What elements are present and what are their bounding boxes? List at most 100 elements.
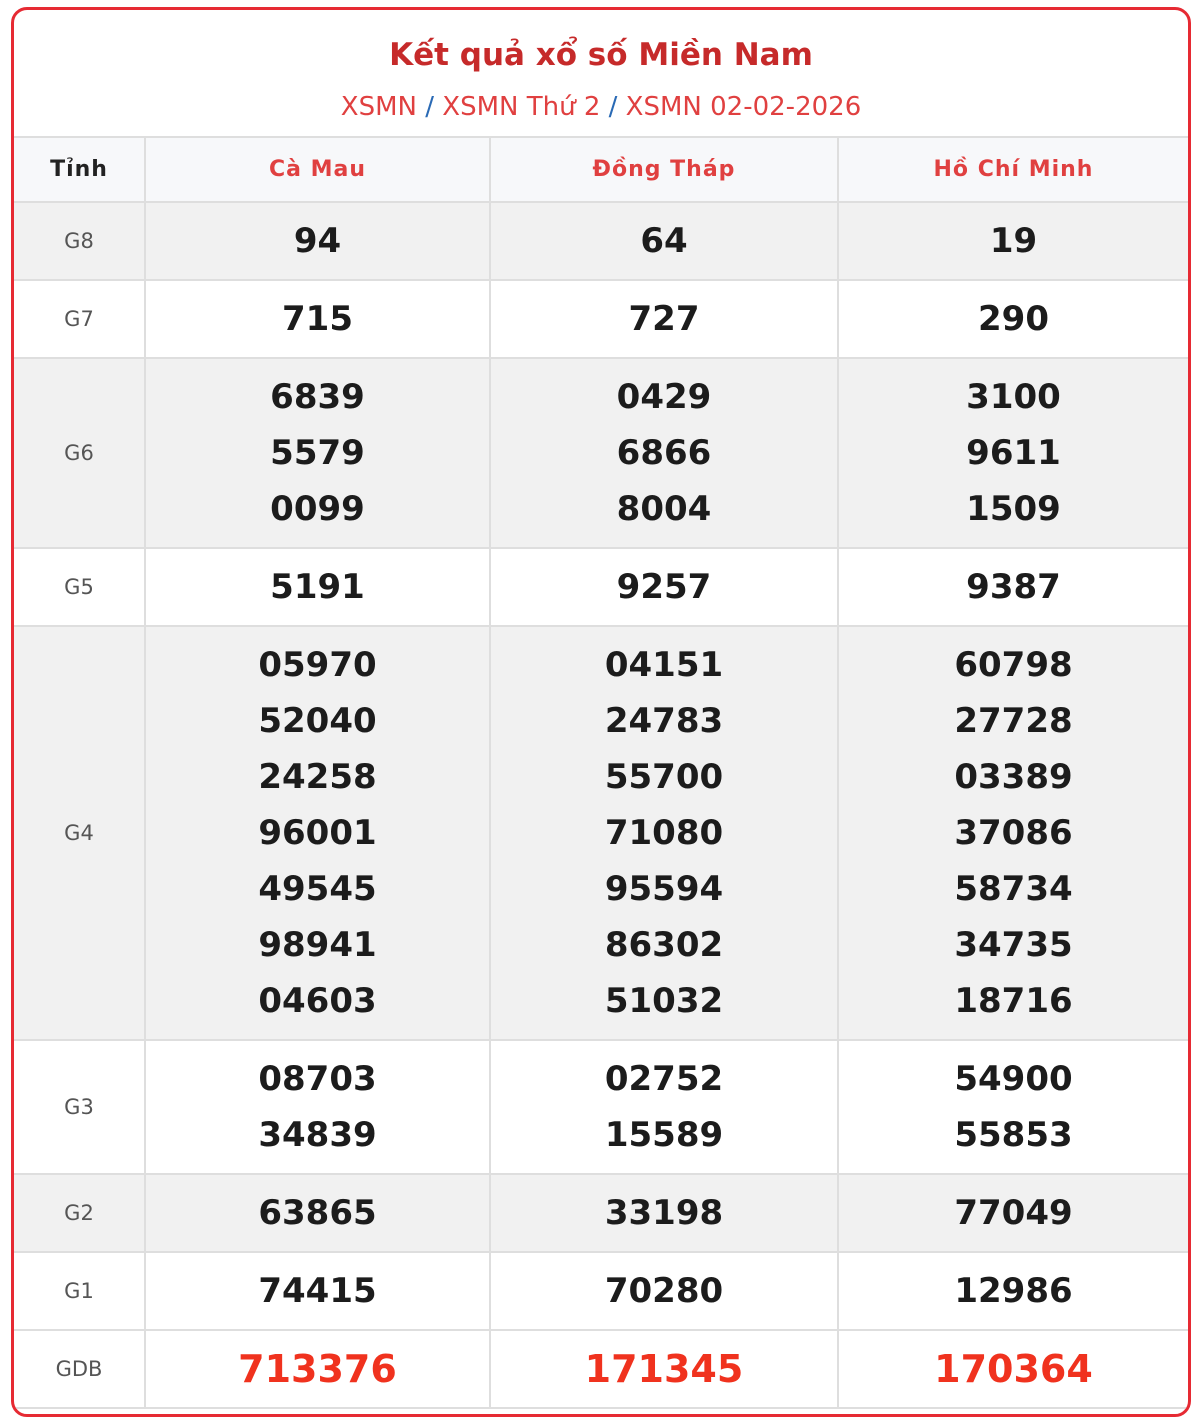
prize-number: 33198 bbox=[604, 1193, 724, 1233]
table-row: G8 94 64 19 bbox=[14, 201, 1188, 281]
breadcrumb: XSMN / XSMN Thứ 2 / XSMN 02-02-2026 bbox=[14, 92, 1188, 122]
prize-number: 9257 bbox=[616, 567, 712, 607]
prize-number: 8004 bbox=[616, 489, 712, 529]
special-prize-number: 171345 bbox=[584, 1347, 744, 1391]
results-card: Kết quả xổ số Miền Nam XSMN / XSMN Thứ 2… bbox=[11, 7, 1191, 1417]
prize-number: 94 bbox=[293, 221, 342, 261]
prize-number: 51032 bbox=[604, 981, 724, 1021]
special-prize-number: 713376 bbox=[238, 1347, 397, 1391]
prize-number: 5191 bbox=[270, 567, 365, 607]
prize-number: 63865 bbox=[258, 1193, 377, 1233]
table-row: G2 63865 33198 77049 bbox=[14, 1173, 1188, 1253]
breadcrumb-xsmn-thu2[interactable]: XSMN Thứ 2 bbox=[442, 92, 601, 122]
prize-number: 55853 bbox=[954, 1115, 1073, 1155]
prize-cell: 05970 52040 24258 96001 49545 98941 04603 bbox=[144, 625, 491, 1041]
prize-number: 290 bbox=[978, 299, 1049, 339]
prize-cell: 6839 5579 0099 bbox=[144, 357, 491, 549]
prize-number: 15589 bbox=[604, 1115, 724, 1155]
prize-label: G1 bbox=[14, 1251, 146, 1331]
table-row: G7 715 727 290 bbox=[14, 279, 1188, 359]
prize-number: 55700 bbox=[604, 757, 724, 797]
prize-number: 70280 bbox=[604, 1271, 724, 1311]
prize-cell: 08703 34839 bbox=[144, 1039, 491, 1175]
prize-number: 5579 bbox=[270, 433, 365, 473]
prize-number: 71080 bbox=[604, 813, 724, 853]
header-ca-mau[interactable]: Cà Mau bbox=[144, 136, 491, 203]
prize-number: 54900 bbox=[954, 1059, 1073, 1099]
prize-number: 715 bbox=[282, 299, 353, 339]
table-row: GDB 713376 171345 170364 bbox=[14, 1329, 1188, 1409]
prize-label: GDB bbox=[14, 1329, 146, 1409]
table-row: G5 5191 9257 9387 bbox=[14, 547, 1188, 627]
prize-number: 03389 bbox=[954, 757, 1073, 797]
prize-cell: 02752 15589 bbox=[489, 1039, 839, 1175]
prize-cell: 727 bbox=[489, 279, 839, 359]
prize-number: 60798 bbox=[954, 645, 1073, 685]
prize-cell: 70280 bbox=[489, 1251, 839, 1331]
prize-label: G3 bbox=[14, 1039, 146, 1175]
prize-cell: 3100 9611 1509 bbox=[837, 357, 1188, 549]
prize-label: G6 bbox=[14, 357, 146, 549]
prize-cell: 713376 bbox=[144, 1329, 491, 1409]
table-header: Tỉnh Cà Mau Đồng Tháp Hồ Chí Minh bbox=[14, 136, 1188, 203]
table-row: G6 6839 5579 0099 0429 6866 8004 3100 9611 1509 bbox=[14, 357, 1188, 549]
special-prize-number: 170364 bbox=[934, 1347, 1093, 1391]
prize-number: 04151 bbox=[604, 645, 724, 685]
prize-number: 52040 bbox=[258, 701, 377, 741]
prize-number: 27728 bbox=[954, 701, 1073, 741]
breadcrumb-xsmn[interactable]: XSMN bbox=[340, 92, 417, 122]
results-table: Tỉnh Cà Mau Đồng Tháp Hồ Chí Minh G8 94 64… bbox=[14, 136, 1188, 1409]
prize-cell: 60798 27728 03389 37086 58734 34735 18716 bbox=[837, 625, 1188, 1041]
prize-number: 37086 bbox=[954, 813, 1073, 853]
prize-cell: 77049 bbox=[837, 1173, 1188, 1253]
page-title: Kết quả xổ số Miền Nam bbox=[389, 37, 813, 73]
breadcrumb-separator: / bbox=[425, 92, 434, 122]
table-row: G3 08703 34839 02752 15589 54900 55853 bbox=[14, 1039, 1188, 1175]
table-row: G4 05970 52040 24258 96001 49545 98941 04603 041… bbox=[14, 625, 1188, 1041]
prize-cell: 9387 bbox=[837, 547, 1188, 627]
prize-number: 96001 bbox=[258, 813, 377, 853]
prize-number: 02752 bbox=[604, 1059, 724, 1099]
prize-number: 98941 bbox=[258, 925, 377, 965]
prize-cell: 170364 bbox=[837, 1329, 1188, 1409]
breadcrumb-xsmn-date[interactable]: XSMN 02-02-2026 bbox=[625, 92, 862, 122]
prize-number: 6839 bbox=[270, 377, 365, 417]
prize-cell: 04151 24783 55700 71080 95594 86302 51032 bbox=[489, 625, 839, 1041]
prize-label: G5 bbox=[14, 547, 146, 627]
prize-label: G2 bbox=[14, 1173, 146, 1253]
prize-cell: 19 bbox=[837, 201, 1188, 281]
prize-cell: 12986 bbox=[837, 1251, 1188, 1331]
header-dong-thap[interactable]: Đồng Tháp bbox=[489, 136, 839, 203]
prize-label: G4 bbox=[14, 625, 146, 1041]
prize-number: 08703 bbox=[258, 1059, 377, 1099]
prize-number: 0429 bbox=[616, 377, 712, 417]
header-province: Tỉnh bbox=[14, 136, 146, 203]
prize-number: 0099 bbox=[270, 489, 365, 529]
prize-cell: 0429 6866 8004 bbox=[489, 357, 839, 549]
prize-number: 86302 bbox=[604, 925, 724, 965]
prize-label: G7 bbox=[14, 279, 146, 359]
prize-number: 34839 bbox=[258, 1115, 377, 1155]
prize-number: 24783 bbox=[604, 701, 724, 741]
prize-number: 1509 bbox=[966, 489, 1061, 529]
prize-number: 6866 bbox=[616, 433, 712, 473]
prize-number: 05970 bbox=[258, 645, 377, 685]
prize-number: 19 bbox=[989, 221, 1038, 261]
prize-cell: 74415 bbox=[144, 1251, 491, 1331]
prize-number: 727 bbox=[628, 299, 700, 339]
prize-number: 9611 bbox=[966, 433, 1061, 473]
prize-cell: 715 bbox=[144, 279, 491, 359]
prize-number: 77049 bbox=[954, 1193, 1073, 1233]
breadcrumb-separator: / bbox=[608, 92, 618, 122]
prize-number: 24258 bbox=[258, 757, 377, 797]
prize-cell: 63865 bbox=[144, 1173, 491, 1253]
prize-number: 3100 bbox=[966, 377, 1061, 417]
prize-number: 04603 bbox=[258, 981, 377, 1021]
prize-number: 12986 bbox=[954, 1271, 1073, 1311]
prize-cell: 9257 bbox=[489, 547, 839, 627]
prize-label: G8 bbox=[14, 201, 146, 281]
header-ho-chi-minh[interactable]: Hồ Chí Minh bbox=[837, 136, 1188, 203]
prize-cell: 64 bbox=[489, 201, 839, 281]
prize-cell: 54900 55853 bbox=[837, 1039, 1188, 1175]
prize-number: 49545 bbox=[258, 869, 377, 909]
